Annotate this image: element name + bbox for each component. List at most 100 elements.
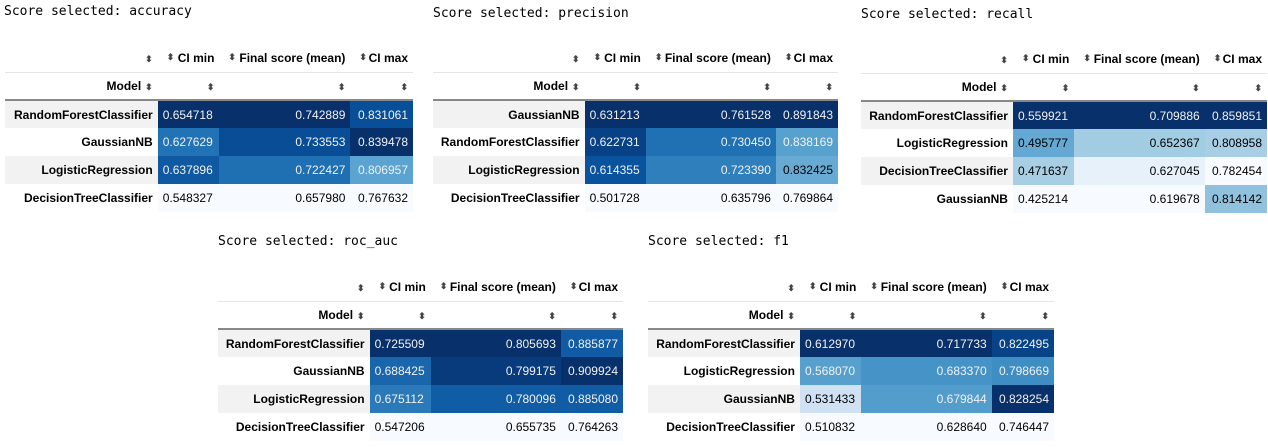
sort-icon[interactable]: ⬍ [1192, 82, 1200, 93]
table-row: DecisionTreeClassifier 0.510832 0.628640 0.… [648, 413, 1054, 441]
sort-icon[interactable]: ⬍ [787, 282, 795, 293]
model-name-cell: RandomForestClassifier [440, 135, 580, 149]
sort-icon[interactable]: ⬍ [359, 52, 367, 63]
table-row: RandomForestClassifier 0.654718 0.742889 0.… [5, 100, 413, 128]
column-header-final[interactable]: ⬍ Final score (mean) [861, 273, 992, 302]
sort-icon[interactable]: ⬍ [569, 281, 578, 292]
sort-icon[interactable]: ⬍ [1254, 82, 1262, 93]
sort-icon[interactable]: ⬍ [548, 310, 556, 321]
sort-icon[interactable]: ⬍ [400, 81, 408, 92]
index-name-header[interactable]: Model ⬍ [648, 301, 800, 330]
score-cell-ci-min: 0.637896 [157, 156, 220, 184]
index-name-header[interactable]: Model ⬍ [861, 73, 1013, 102]
sort-icon[interactable]: ⬍ [145, 53, 153, 64]
score-cell-ci-min: 0.614355 [584, 156, 646, 184]
model-name-cell: LogisticRegression [433, 156, 585, 184]
sort-icon[interactable]: ⬍ [1000, 281, 1009, 292]
column-filter-sort[interactable]: ⬍ [861, 301, 992, 330]
sort-icon[interactable]: ⬍ [206, 81, 215, 92]
sort-icon[interactable]: ⬍ [572, 53, 580, 64]
sort-icon[interactable]: ⬍ [654, 52, 663, 63]
column-header-ci-max[interactable]: ⬍ CI max [1204, 45, 1267, 74]
sort-icon[interactable]: ⬍ [610, 310, 618, 321]
column-header-ci-min[interactable]: ⬍ CI min [799, 273, 862, 302]
column-label: CI max [1009, 279, 1049, 294]
column-filter-sort[interactable]: ⬍ [350, 72, 413, 101]
column-filter-sort[interactable]: ⬍ [799, 301, 862, 330]
column-header-final[interactable]: ⬍ Final score (mean) [1074, 45, 1205, 74]
sort-icon[interactable]: ⬍ [1041, 310, 1049, 321]
index-header-sort[interactable]: ⬍ [861, 45, 1013, 74]
index-name-header[interactable]: Model ⬍ [218, 301, 370, 330]
index-header-sort[interactable]: ⬍ [218, 273, 370, 302]
column-header-final[interactable]: ⬍ Final score (mean) [219, 44, 351, 73]
column-header-ci-max[interactable]: ⬍ CI max [560, 273, 623, 302]
column-header-ci-max[interactable]: ⬍ CI max [991, 273, 1054, 302]
column-header-final[interactable]: ⬍ Final score (mean) [430, 273, 561, 302]
sort-icon[interactable]: ⬍ [1213, 53, 1222, 64]
sort-icon[interactable]: ⬍ [572, 81, 580, 92]
sort-icon[interactable]: ⬍ [439, 281, 448, 292]
sort-icon[interactable]: ⬍ [357, 310, 365, 321]
index-name-header[interactable]: Model ⬍ [5, 72, 158, 101]
sort-icon[interactable]: ⬍ [1000, 82, 1008, 93]
column-header-ci-max[interactable]: ⬍ CI max [775, 44, 838, 73]
sort-icon[interactable]: ⬍ [378, 281, 387, 292]
index-header-sort[interactable]: ⬍ [5, 44, 158, 73]
sort-icon[interactable]: ⬍ [1000, 54, 1008, 65]
index-header-sort[interactable]: ⬍ [648, 273, 800, 302]
sort-icon[interactable]: ⬍ [1083, 53, 1091, 64]
column-filter-sort[interactable]: ⬍ [1074, 73, 1205, 102]
column-filter-sort[interactable]: ⬍ [219, 72, 351, 101]
column-filter-sort[interactable]: ⬍ [645, 72, 776, 101]
sort-icon[interactable]: ⬍ [808, 281, 817, 292]
sort-icon[interactable]: ⬍ [848, 310, 857, 321]
column-filter-sort[interactable]: ⬍ [991, 301, 1054, 330]
column-label: Final score (mean) [664, 50, 771, 65]
sort-icon[interactable]: ⬍ [763, 81, 771, 92]
column-filter-sort[interactable]: ⬍ [157, 72, 220, 101]
column-filter-sort[interactable]: ⬍ [369, 301, 431, 330]
sort-icon[interactable]: ⬍ [633, 81, 641, 92]
score-table-f1: ⬍ ⬍ CI min ⬍ Final score (mean) ⬍ CI max Model ⬍… [648, 273, 1054, 441]
column-filter-sort[interactable]: ⬍ [1204, 73, 1267, 102]
table-row: DecisionTreeClassifier 0.548327 0.657980 0.… [5, 184, 413, 212]
column-header-ci-min[interactable]: ⬍ CI min [1012, 45, 1075, 74]
sort-icon[interactable]: ⬍ [1021, 53, 1030, 64]
score-table-recall: ⬍ ⬍ CI min ⬍ Final score (mean) ⬍ CI max Model ⬍… [861, 45, 1267, 213]
sort-icon[interactable]: ⬍ [166, 52, 175, 63]
column-header-ci-min[interactable]: ⬍ CI min [157, 44, 220, 73]
sort-icon[interactable]: ⬍ [979, 310, 987, 321]
score-cell-ci-min: 0.631213 [584, 100, 646, 128]
table-row: GaussianNB 0.631213 0.761528 0.891843 [433, 100, 838, 128]
column-filter-sort[interactable]: ⬍ [584, 72, 646, 101]
sort-icon[interactable]: ⬍ [337, 81, 346, 92]
score-cell-final: 0.730450 [645, 128, 776, 156]
model-name-cell: LogisticRegression [683, 364, 795, 378]
sort-icon[interactable]: ⬍ [784, 52, 793, 63]
column-header-ci-min[interactable]: ⬍ CI min [584, 44, 646, 73]
sort-icon[interactable]: ⬍ [825, 81, 833, 92]
model-name-cell: DecisionTreeClassifier [861, 157, 1013, 185]
sort-icon[interactable]: ⬍ [145, 81, 153, 92]
column-filter-sort[interactable]: ⬍ [560, 301, 623, 330]
index-name-header[interactable]: Model ⬍ [433, 72, 585, 101]
sort-icon[interactable]: ⬍ [418, 310, 426, 321]
score-cell-ci-max: 0.764263 [560, 413, 623, 441]
index-header-sort[interactable]: ⬍ [433, 44, 585, 73]
sort-icon[interactable]: ⬍ [593, 52, 602, 63]
sort-icon[interactable]: ⬍ [870, 281, 878, 292]
column-filter-sort[interactable]: ⬍ [1012, 73, 1075, 102]
column-header-final[interactable]: ⬍ Final score (mean) [645, 44, 776, 73]
table-row: LogisticRegression 0.568070 0.683370 0.7986… [648, 357, 1054, 385]
column-filter-sort[interactable]: ⬍ [430, 301, 561, 330]
score-cell-ci-max: 0.885080 [560, 385, 623, 413]
sort-icon[interactable]: ⬍ [228, 52, 236, 63]
sort-icon[interactable]: ⬍ [1061, 82, 1070, 93]
column-filter-sort[interactable]: ⬍ [775, 72, 838, 101]
score-cell-final: 0.657980 [219, 184, 351, 212]
sort-icon[interactable]: ⬍ [787, 310, 795, 321]
sort-icon[interactable]: ⬍ [357, 282, 365, 293]
column-header-ci-max[interactable]: ⬍ CI max [350, 44, 413, 73]
column-header-ci-min[interactable]: ⬍ CI min [369, 273, 431, 302]
